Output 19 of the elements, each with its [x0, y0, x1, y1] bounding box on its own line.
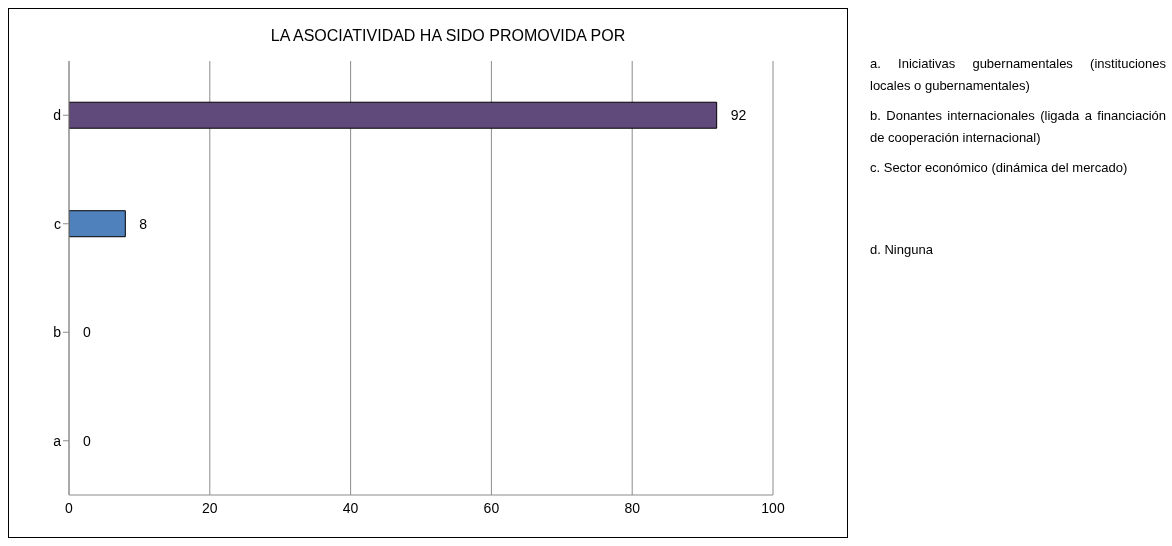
text: b. Donantes internacionales (ligada a financiación de cooperación internacional): [870, 107, 1166, 147]
x-tick-label: 100: [761, 499, 785, 516]
y-tick-label: b: [53, 324, 62, 341]
data-label: 8: [139, 215, 148, 232]
x-tick-label: 60: [483, 499, 500, 516]
x-tick-label: 80: [624, 499, 641, 516]
text: c. Sector económico (dinámica del mercado): [870, 159, 1129, 177]
text: d. Ninguna: [870, 241, 934, 259]
data-label: 0: [83, 432, 92, 449]
chart-title: LA ASOCIATIVIDAD HA SIDO PROMOVIDA POR: [269, 27, 627, 45]
text: a. Iniciativas gubernamentales (instituciones locales o gubernamentales): [870, 55, 1166, 95]
x-tick-label: 40: [342, 499, 359, 516]
data-label: 92: [730, 107, 747, 124]
data-label: 0: [83, 324, 92, 341]
y-tick-label: d: [53, 107, 61, 124]
x-tick-label: 0: [65, 499, 74, 516]
y-tick-label: c: [54, 215, 61, 232]
y-tick-label: a: [53, 432, 62, 449]
x-tick-label: 20: [202, 499, 218, 516]
